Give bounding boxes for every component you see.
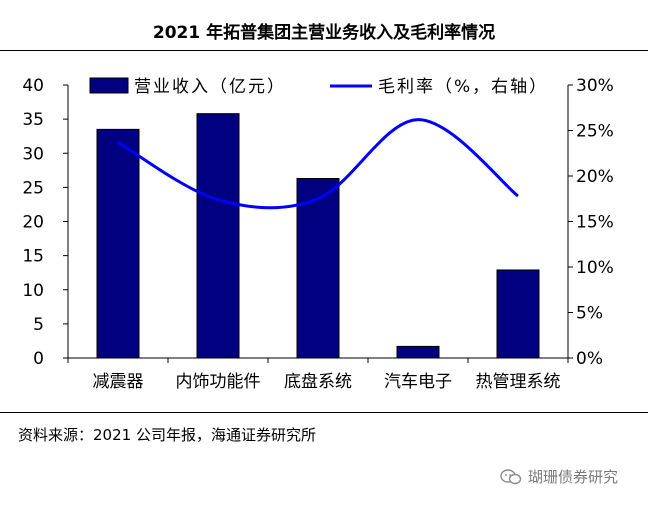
bar-1: [96, 128, 140, 359]
left-tick-label: 30: [22, 144, 44, 164]
legend-label-revenue: 营业收入（亿元）: [134, 77, 286, 97]
left-tick-label: 5: [33, 315, 44, 335]
category-label: 底盘系统: [284, 372, 352, 392]
watermark: 瑚珊债券研究: [500, 466, 618, 487]
title-divider: [0, 50, 648, 51]
bar-4: [396, 345, 440, 359]
right-tick-label: 20%: [576, 167, 614, 187]
wechat-icon: [500, 468, 522, 484]
category-label: 汽车电子: [384, 372, 452, 392]
left-tick-label: 0: [33, 349, 44, 369]
left-tick-label: 40: [22, 76, 44, 96]
source-note: 资料来源：2021 公司年报，海通证券研究所: [18, 426, 316, 444]
right-tick-label: 15%: [576, 213, 614, 233]
right-tick-label: 5%: [576, 304, 603, 324]
bar-5: [496, 269, 540, 359]
left-tick-label: 15: [22, 247, 44, 267]
category-label: 热管理系统: [476, 372, 561, 392]
legend-swatch-revenue: [89, 77, 129, 94]
right-tick-label: 25%: [576, 122, 614, 142]
right-tick-label: 0%: [576, 349, 603, 369]
category-label: 内饰功能件: [176, 372, 261, 392]
legend-label-margin: 毛利率（%，右轴）: [378, 77, 548, 97]
combo-chart: 0 5 10 15 20 25 30 35 40 0% 5% 10% 15% 20% 25% 30% 减震器 内饰…: [22, 76, 614, 392]
watermark-text: 瑚珊债券研究: [528, 468, 619, 486]
chart-title: 2021 年拓普集团主营业务收入及毛利率情况: [152, 23, 496, 43]
right-tick-label: 10%: [576, 258, 614, 278]
left-tick-label: 25: [22, 178, 44, 198]
left-tick-label: 20: [22, 213, 44, 233]
left-tick-label: 35: [22, 110, 44, 130]
left-tick-label: 10: [22, 281, 44, 301]
footer-divider: [0, 412, 648, 413]
right-tick-label: 30%: [576, 76, 614, 96]
bar-2: [196, 113, 240, 359]
category-label: 减震器: [93, 372, 144, 392]
gross-margin-line: [117, 118, 519, 210]
bar-3: [296, 178, 340, 359]
